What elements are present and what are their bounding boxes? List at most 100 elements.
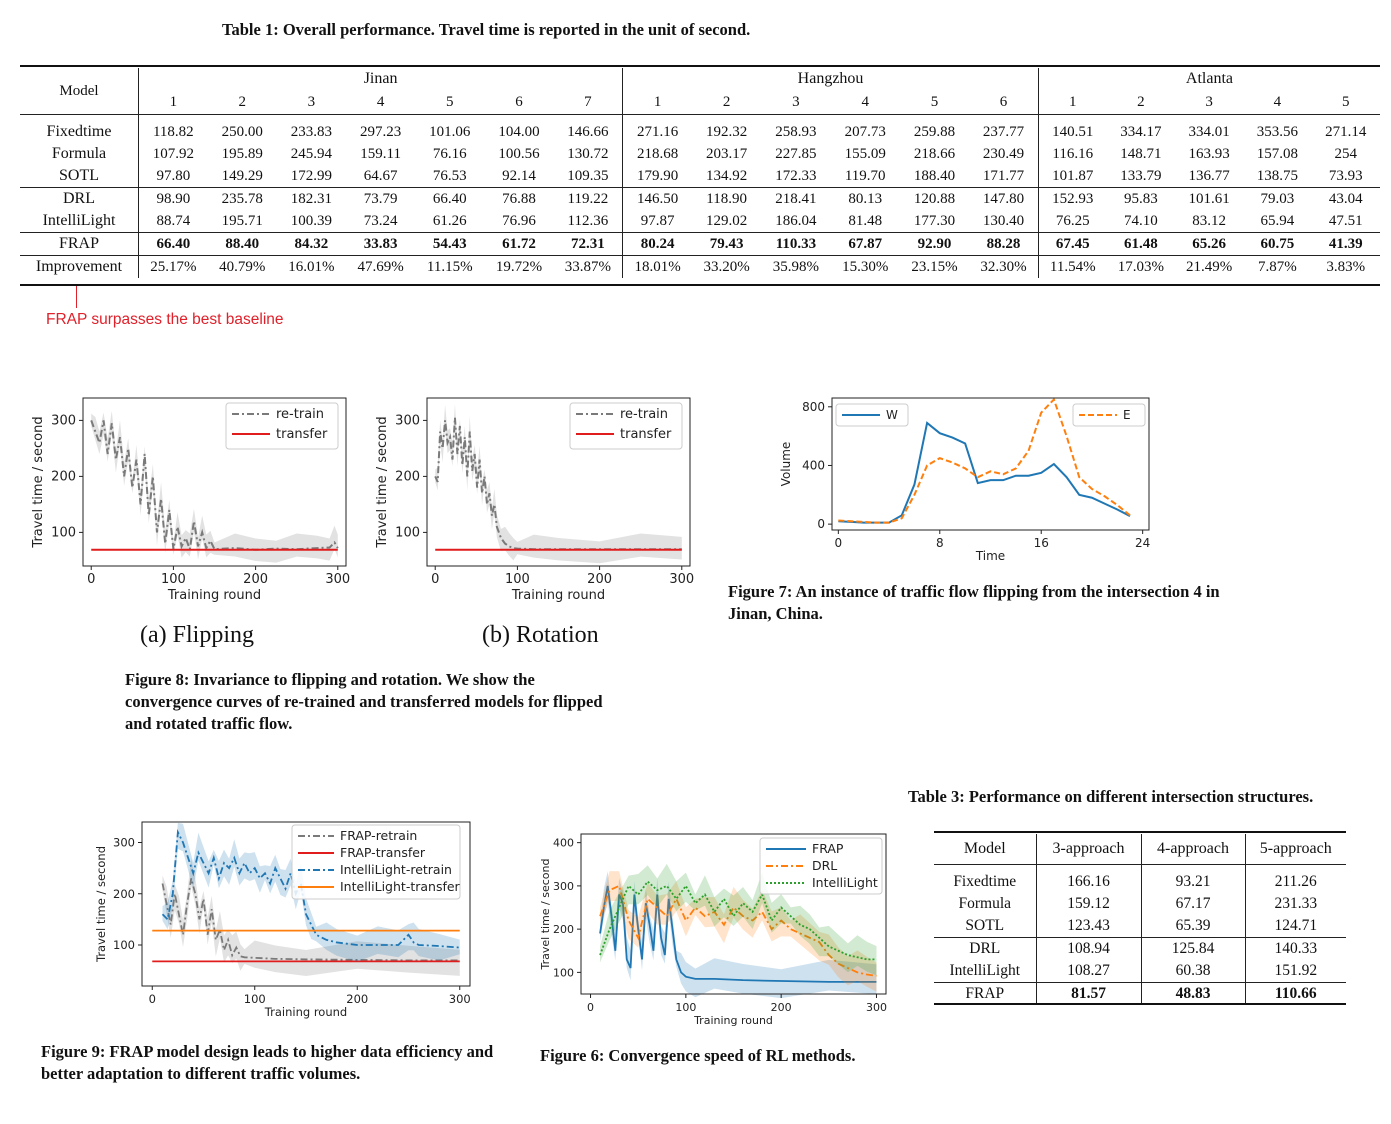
table1-cell: 81.48 <box>848 212 883 229</box>
table3-cell: 110.66 <box>1245 982 1346 1005</box>
table1-cell: 172.33 <box>775 167 817 184</box>
table1-model-header: Model <box>20 68 139 115</box>
table1-cell: 97.87 <box>640 212 675 229</box>
series-line-re-train <box>90 420 339 551</box>
figure9-chart: 0 100 200 300 100 200 300 Training round Travel … <box>94 821 471 1019</box>
x-axis-label: Training round <box>264 1005 347 1019</box>
table1-cell: 92.14 <box>502 167 536 184</box>
table3-cell: 108.27 <box>1036 960 1142 983</box>
table1-cell: 159.11 <box>360 145 401 162</box>
table1-cell: 245.94 <box>290 145 333 162</box>
legend-label: IntelliLight-transfer <box>340 879 461 894</box>
figure8b-chart: 0 100 200 300 100 200 300 Training round Travel … <box>375 397 694 603</box>
table1-row: SOTL 97.80 149.29 172.99 64.67 76.53 92.14 109.… <box>20 165 1380 188</box>
y-axis-label: Travel time / second <box>375 416 390 548</box>
table1-column-header: 4 <box>346 90 416 115</box>
series-line-re-train <box>434 417 682 551</box>
table1-cell: 138.75 <box>1256 167 1298 184</box>
table1-row: IntelliLight 88.74 195.71 100.39 73.24 61.26 7… <box>20 210 1380 233</box>
y-tick-label: 300 <box>553 880 574 893</box>
table1-cell: 76.53 <box>432 167 467 184</box>
legend-label: re-train <box>276 407 324 422</box>
series-line-intellilight <box>599 880 877 961</box>
table1-cell: 35.98% <box>761 255 831 278</box>
table1-cell: 73.24 <box>363 212 398 229</box>
table1-cell: 40.79% <box>207 255 277 278</box>
table1-cell: 152.93 <box>1038 187 1107 210</box>
y-tick-label: 100 <box>553 966 574 979</box>
legend-label: FRAP-transfer <box>340 845 426 860</box>
table3-header: 3-approach <box>1036 834 1142 865</box>
x-tick-label: 0 <box>87 572 95 587</box>
annotation-pointer <box>76 286 77 308</box>
figure8a-chart: 0 100 200 300 100 200 300 Training round Travel … <box>31 397 350 603</box>
table1-cell: 112.36 <box>553 210 624 233</box>
x-tick-label: 0 <box>587 1001 594 1014</box>
table3-cell: 140.33 <box>1245 937 1346 960</box>
series-line-w <box>838 421 1131 524</box>
y-tick-label: 200 <box>553 923 574 936</box>
table1-cell: 73.93 <box>1328 167 1363 184</box>
table1-cell: 230.49 <box>969 143 1039 165</box>
table1-row-model: FRAP <box>20 232 139 256</box>
table1-cell: 133.79 <box>1120 167 1162 184</box>
table1-cell: 130.72 <box>553 143 624 165</box>
x-tick-label: 200 <box>346 992 368 1006</box>
table1-cell: 101.87 <box>1052 167 1094 184</box>
table1-cell: 334.17 <box>1120 123 1162 140</box>
plot-frame <box>580 833 887 995</box>
table1-cell: 92.90 <box>899 232 970 256</box>
table3-row-model: IntelliLight <box>934 960 1037 983</box>
table1-column-header: 6 <box>484 90 554 115</box>
table1-column-header: 4 <box>1243 90 1312 115</box>
table1-cell: 250.00 <box>221 123 263 140</box>
table1-cell: 207.73 <box>844 123 886 140</box>
table3-top-rule <box>934 831 1346 833</box>
table3-caption: Table 3: Performance on different inters… <box>908 787 1314 806</box>
figure9-caption: Figure 9: FRAP model design leads to hig… <box>41 1042 494 1083</box>
legend-label: FRAP <box>812 841 844 856</box>
table1-cell: 188.40 <box>913 167 956 184</box>
table1-cell: 41.39 <box>1311 232 1380 256</box>
figure7-chart: 0 8 16 24 0 400 800 Time Volume W E <box>779 397 1150 563</box>
table1-column-header: 5 <box>1311 90 1380 115</box>
table1-row: Improvement 25.17% 40.79% 16.01% 47.69% 11.15… <box>20 255 1380 278</box>
table1-cell: 177.30 <box>913 212 956 229</box>
x-tick-label: 100 <box>161 572 186 587</box>
table1-cell: 100.56 <box>498 145 540 162</box>
table1-cell: 136.77 <box>1188 167 1230 184</box>
y-axis-label: Travel time / second <box>539 859 552 971</box>
x-tick-label: 0 <box>149 992 156 1006</box>
table1-cell: 80.13 <box>830 187 900 210</box>
y-axis-label: Travel time / second <box>31 416 46 548</box>
table1-row-model: IntelliLight <box>20 210 139 233</box>
legend-label: IntelliLight-retrain <box>340 862 452 877</box>
table1-cell: 140.51 <box>1052 123 1094 140</box>
table1-cell: 23.15% <box>899 255 970 278</box>
table1-cell: 84.32 <box>276 232 347 256</box>
table1-cell: 67.45 <box>1038 232 1107 256</box>
table3-row-model: FRAP <box>934 982 1037 1005</box>
table1-cell: 64.67 <box>363 167 398 184</box>
table1-column-header: 1 <box>1038 90 1107 115</box>
table1-cell: 297.23 <box>359 123 402 140</box>
table1-column-header: 2 <box>207 90 277 115</box>
series-line-intellilight-retrain <box>161 828 460 949</box>
legend-label: E <box>1123 408 1131 422</box>
table1-cell: 101.06 <box>429 123 471 140</box>
table1-cell: 11.15% <box>415 255 485 278</box>
x-tick-label: 100 <box>675 1001 696 1014</box>
table1-cell: 259.88 <box>913 123 956 140</box>
plot-frame <box>831 397 1150 531</box>
table1-cell: 88.74 <box>156 212 191 229</box>
table1-cell: 195.71 <box>221 212 263 229</box>
table3-row: Fixedtime 166.16 93.21 211.26 <box>934 864 1346 893</box>
table1-cell: 79.03 <box>1243 187 1312 210</box>
table1-cell: 149.29 <box>221 167 263 184</box>
table1-cell: 60.75 <box>1243 232 1312 256</box>
x-tick-label: 200 <box>587 572 612 587</box>
table1-cell: 47.51 <box>1328 212 1363 229</box>
table1-cell: 171.77 <box>969 165 1039 188</box>
table1-cell: 25.17% <box>138 255 208 278</box>
y-tick-label: 100 <box>113 938 135 952</box>
